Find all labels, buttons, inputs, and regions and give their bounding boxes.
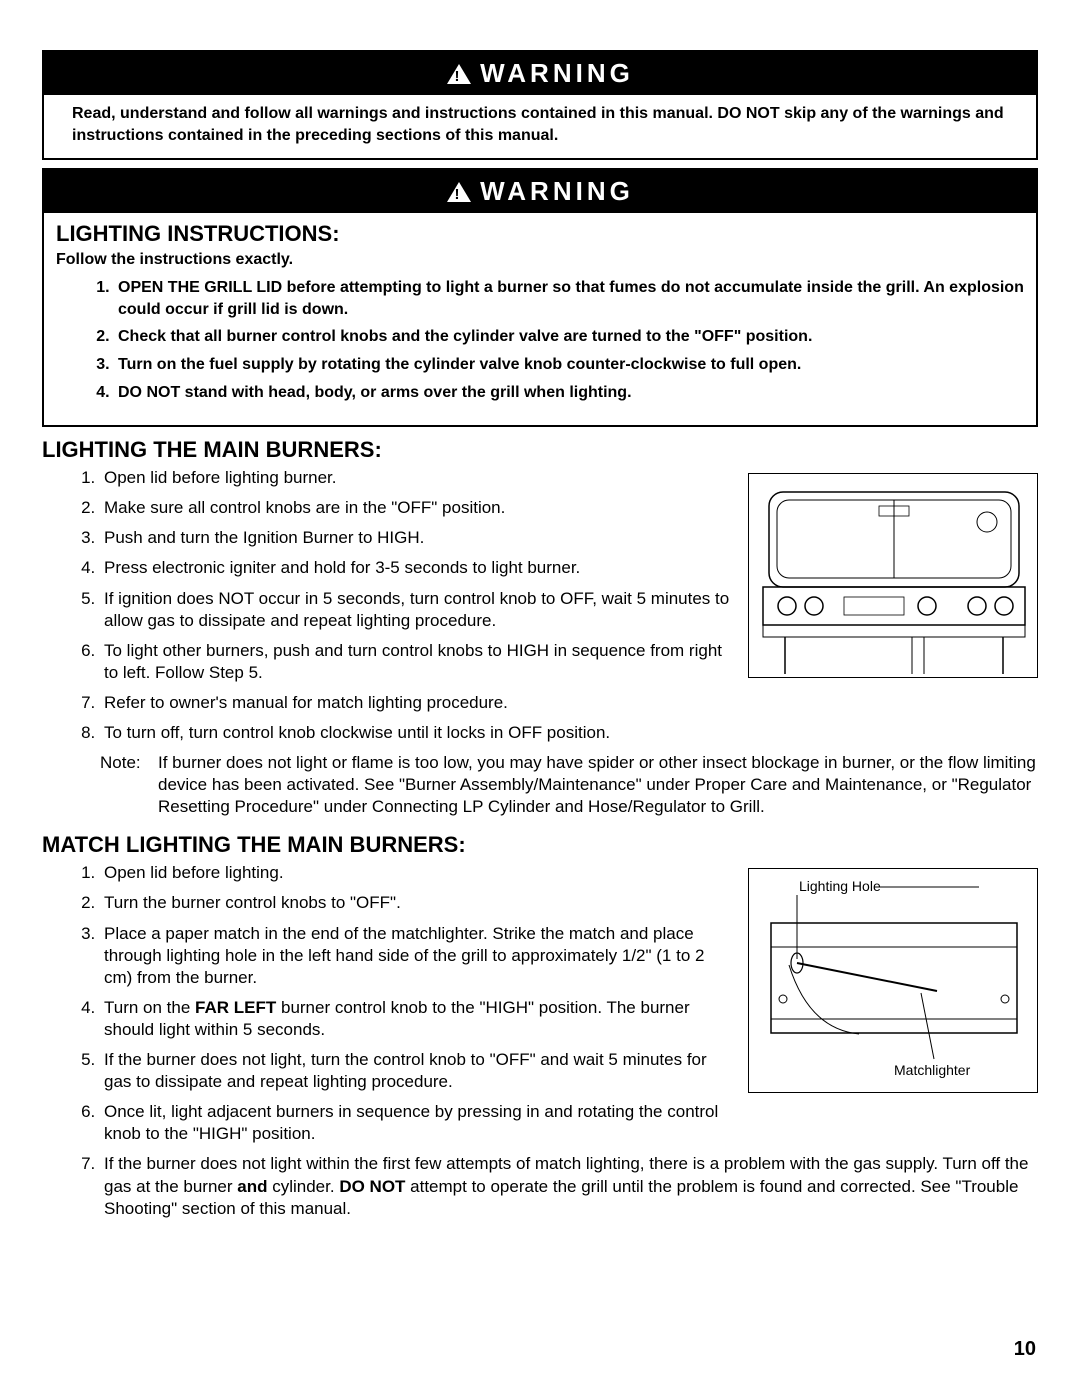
note-label: Note: (100, 752, 158, 818)
list-item: Once lit, light adjacent burners in sequ… (100, 1101, 730, 1145)
warning-box-2: ! WARNING LIGHTING INSTRUCTIONS: Follow … (42, 168, 1038, 427)
warning-box-1-text: Read, understand and follow all warnings… (72, 103, 1008, 146)
warning-label: WARNING (480, 58, 634, 89)
warning-bar-1: ! WARNING (44, 52, 1036, 95)
main-burners-title: LIGHTING THE MAIN BURNERS: (42, 437, 1038, 463)
svg-text:!: ! (455, 186, 464, 203)
list-item: OPEN THE GRILL LID before attempting to … (114, 277, 1024, 320)
item7-bold1: and (237, 1177, 267, 1196)
item4-bold: FAR LEFT (195, 998, 276, 1017)
match-lighting-list: Open lid before lighting. Turn the burne… (100, 862, 730, 1145)
item7-bold2: DO NOT (339, 1177, 405, 1196)
list-item: To light other burners, push and turn co… (100, 640, 730, 684)
list-item: If ignition does NOT occur in 5 seconds,… (100, 588, 730, 632)
list-item: Turn the burner control knobs to "OFF". (100, 892, 730, 914)
lighting-instructions-subtitle: Follow the instructions exactly. (56, 251, 1024, 269)
page-number: 10 (1014, 1338, 1036, 1361)
match-lighting-title: MATCH LIGHTING THE MAIN BURNERS: (42, 832, 1038, 858)
list-item: Press electronic igniter and hold for 3-… (100, 557, 730, 579)
item4-pre: Turn on the (104, 998, 195, 1017)
matchlighter-label: Matchlighter (894, 1062, 971, 1078)
lighting-hole-label: Lighting Hole (799, 878, 881, 894)
lighting-instructions-title: LIGHTING INSTRUCTIONS: (56, 221, 1024, 247)
matchlighter-figure: Lighting Hole Matchlighter (748, 868, 1038, 1093)
list-item: Push and turn the Ignition Burner to HIG… (100, 527, 730, 549)
list-item: Place a paper match in the end of the ma… (100, 923, 730, 989)
lighting-instructions-list: OPEN THE GRILL LID before attempting to … (114, 277, 1024, 403)
list-item: Turn on the fuel supply by rotating the … (114, 354, 1024, 376)
warning-box-1: ! WARNING Read, understand and follow al… (42, 50, 1038, 160)
grill-front-figure (748, 473, 1038, 678)
list-item: Check that all burner control knobs and … (114, 326, 1024, 348)
warning-label: WARNING (480, 176, 634, 207)
list-item: Open lid before lighting. (100, 862, 730, 884)
note-text: If burner does not light or flame is too… (158, 752, 1038, 818)
warning-bar-2: ! WARNING (44, 170, 1036, 213)
warning-triangle-icon: ! (446, 181, 472, 203)
match-lighting-row: Open lid before lighting. Turn the burne… (42, 862, 1038, 1153)
list-item: DO NOT stand with head, body, or arms ov… (114, 382, 1024, 404)
main-burners-list-a: Open lid before lighting burner. Make su… (100, 467, 730, 684)
list-item: If the burner does not light within the … (100, 1153, 1038, 1219)
list-item: To turn off, turn control knob clockwise… (100, 722, 1038, 744)
item7-mid: cylinder. (268, 1177, 340, 1196)
main-burners-list-b: Refer to owner's manual for match lighti… (100, 692, 1038, 744)
match-lighting-list-tail: If the burner does not light within the … (100, 1153, 1038, 1219)
list-item: Refer to owner's manual for match lighti… (100, 692, 1038, 714)
warning-triangle-icon: ! (446, 63, 472, 85)
list-item: Turn on the FAR LEFT burner control knob… (100, 997, 730, 1041)
main-burners-row: Open lid before lighting burner. Make su… (42, 467, 1038, 692)
list-item: If the burner does not light, turn the c… (100, 1049, 730, 1093)
list-item: Make sure all control knobs are in the "… (100, 497, 730, 519)
main-burners-note: Note: If burner does not light or flame … (100, 752, 1038, 818)
list-item: Open lid before lighting burner. (100, 467, 730, 489)
svg-text:!: ! (455, 68, 464, 85)
